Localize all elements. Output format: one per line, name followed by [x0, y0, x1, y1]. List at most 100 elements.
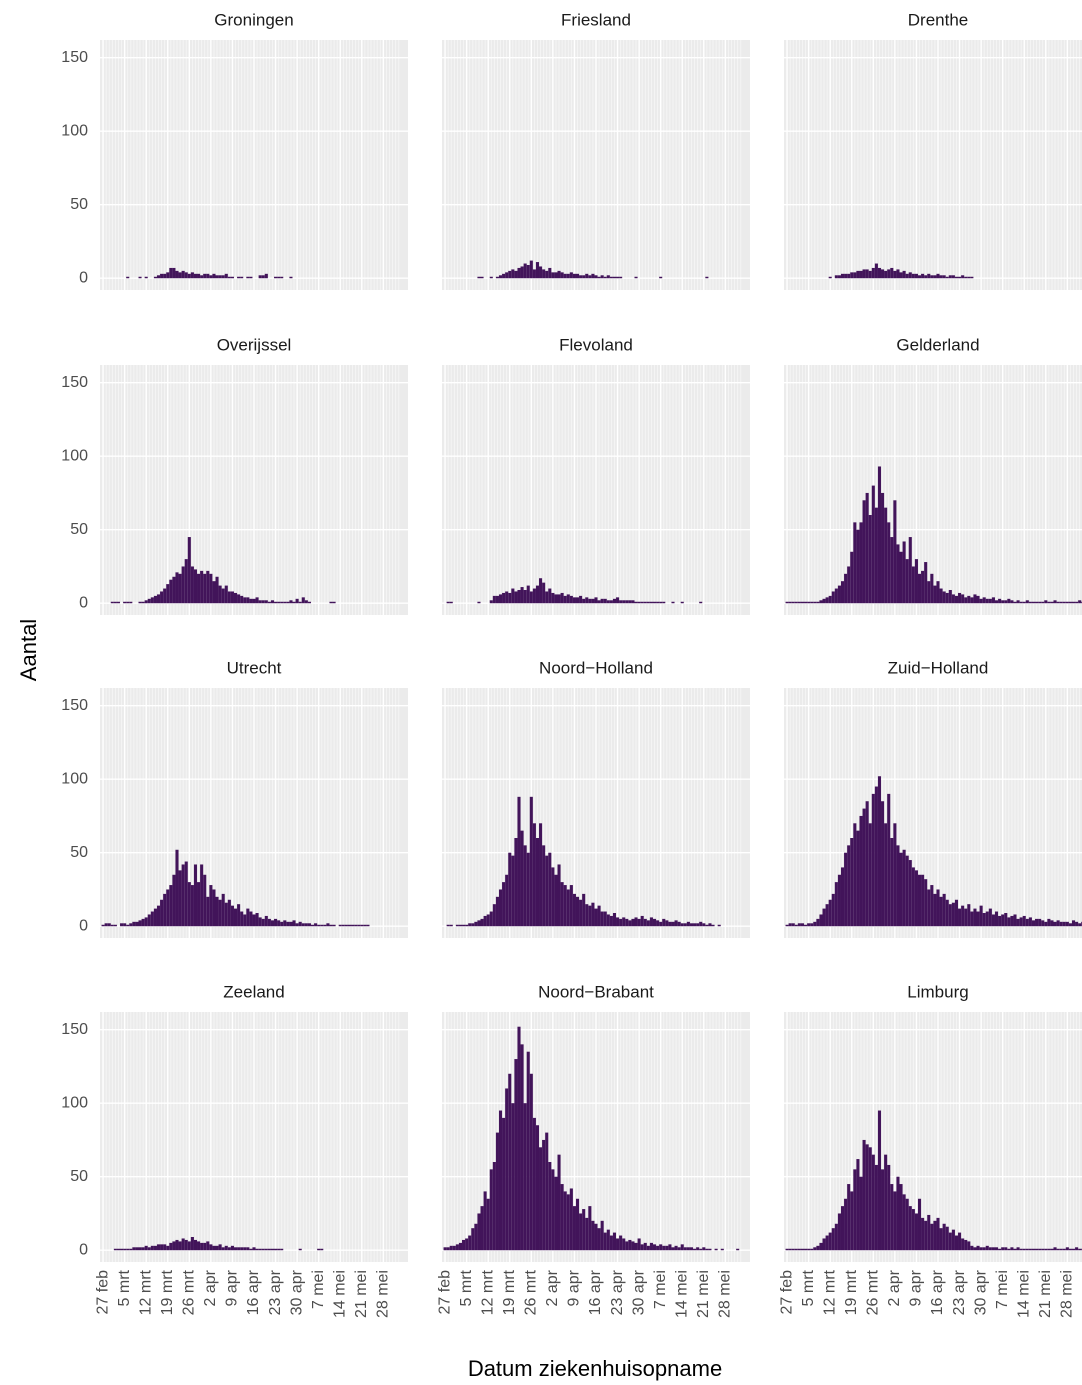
bar — [914, 559, 918, 604]
bar — [314, 923, 318, 927]
bar — [1050, 1248, 1054, 1251]
bar — [797, 601, 801, 604]
bar — [871, 1154, 875, 1251]
bar — [914, 273, 918, 279]
bar — [631, 1241, 635, 1251]
bar — [674, 1245, 678, 1251]
bar — [702, 923, 706, 927]
bar — [609, 276, 613, 279]
bar — [594, 597, 598, 604]
bar — [652, 601, 657, 604]
bar — [597, 1228, 601, 1251]
bar — [1019, 1248, 1023, 1251]
bar — [206, 896, 210, 927]
bar — [486, 1198, 490, 1251]
bar — [1056, 601, 1060, 604]
bar — [856, 529, 860, 604]
bar — [317, 924, 321, 927]
bar — [1004, 913, 1008, 927]
bar — [828, 1232, 832, 1251]
bar — [994, 600, 999, 604]
bar — [566, 273, 570, 279]
bar — [837, 585, 841, 604]
bar — [1050, 601, 1054, 604]
bar — [274, 1248, 278, 1251]
bar — [964, 908, 968, 927]
bar — [274, 918, 278, 927]
bar — [126, 601, 130, 604]
bar — [295, 598, 299, 604]
bar — [807, 601, 811, 604]
bar — [668, 1244, 672, 1251]
bar — [899, 272, 903, 279]
bar — [542, 582, 546, 604]
bar — [249, 598, 253, 604]
bar — [884, 1154, 888, 1251]
bar — [813, 1247, 817, 1251]
bar — [834, 882, 838, 927]
bar — [887, 269, 891, 279]
bar — [243, 597, 247, 604]
bar — [129, 1248, 133, 1251]
bar — [582, 1209, 586, 1251]
panel-title: Friesland — [561, 10, 631, 29]
bar — [144, 600, 148, 604]
bar — [600, 275, 604, 279]
bar — [274, 276, 278, 279]
bar — [585, 904, 589, 927]
bar — [881, 269, 885, 279]
bar — [181, 1238, 185, 1251]
bar — [566, 1194, 570, 1251]
bar — [468, 923, 472, 927]
bar — [166, 272, 170, 279]
bar — [1022, 1248, 1026, 1251]
panel: Noord−Holland — [442, 658, 750, 938]
bar — [828, 899, 832, 927]
bar — [101, 924, 105, 927]
bar — [616, 917, 620, 927]
bar — [545, 270, 549, 279]
bar — [1050, 920, 1054, 927]
bar — [514, 838, 518, 927]
bar — [877, 466, 882, 604]
bar — [921, 874, 925, 927]
bar — [539, 578, 543, 604]
bar — [1001, 914, 1005, 927]
bar — [831, 893, 835, 927]
bar — [505, 591, 509, 604]
bar — [954, 276, 959, 279]
bar — [233, 908, 238, 927]
bar — [877, 776, 882, 927]
bar — [868, 1147, 872, 1251]
bar — [948, 590, 952, 604]
bar — [1022, 601, 1026, 604]
panel-title: Groningen — [214, 10, 293, 29]
bar — [631, 918, 635, 927]
bar — [683, 1247, 687, 1251]
bar — [853, 1169, 857, 1251]
bar — [446, 924, 450, 927]
bar — [1041, 601, 1045, 604]
bar — [887, 1164, 891, 1251]
bar — [979, 1247, 983, 1251]
bar — [933, 275, 937, 279]
bar — [1075, 921, 1079, 927]
bar — [261, 918, 265, 927]
bar — [141, 918, 145, 927]
bar — [665, 920, 669, 927]
bar — [594, 1223, 598, 1251]
bar — [603, 1232, 607, 1251]
bar — [797, 1248, 801, 1251]
bar — [948, 1232, 952, 1251]
bar — [588, 598, 592, 604]
bar — [853, 272, 857, 279]
bar — [973, 594, 977, 604]
bar — [677, 921, 681, 927]
y-tick-label: 150 — [61, 697, 88, 714]
bar — [797, 923, 801, 927]
bar — [699, 921, 703, 927]
x-tick-label: 21 mei — [695, 1270, 712, 1318]
bar — [1075, 601, 1079, 604]
bar — [218, 1244, 222, 1251]
bar — [893, 823, 897, 927]
